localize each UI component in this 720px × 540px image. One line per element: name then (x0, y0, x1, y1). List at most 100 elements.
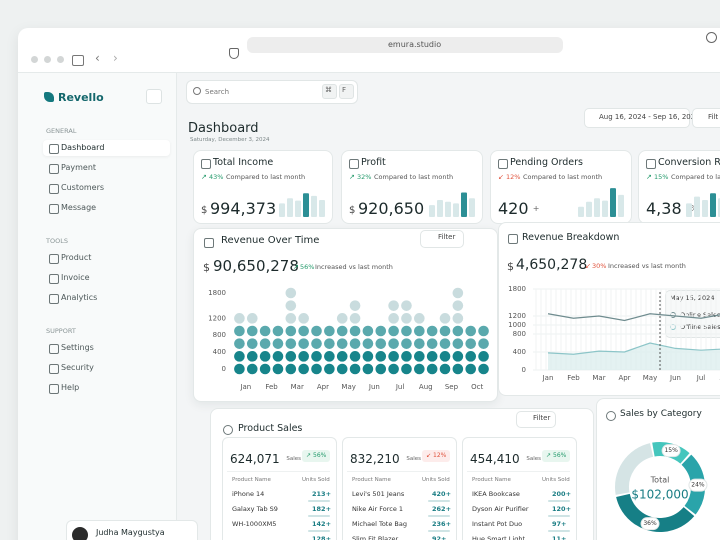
change-badge (542, 450, 570, 462)
tooltip-date: May 15, 2024 (670, 294, 715, 302)
nav-item[interactable]: Product (61, 253, 92, 262)
chart-change: 30% (592, 262, 607, 270)
nav-item[interactable]: Analytics (61, 293, 98, 302)
trend-arrow: ↗ (546, 452, 552, 459)
nav-item[interactable]: Customers (61, 183, 105, 192)
trend-arrow: ↙ (498, 173, 504, 181)
nav-item[interactable]: Settings (61, 343, 94, 352)
nav-item[interactable]: Dashboard (61, 143, 105, 152)
window-dot[interactable] (31, 56, 38, 63)
url-text: emura.studio (388, 40, 442, 49)
units-sold: 182+ (312, 505, 332, 513)
kpi-change: 43% (209, 173, 224, 181)
user-card[interactable] (66, 520, 198, 540)
card-icon (606, 411, 616, 421)
kpi-title: Pending Orders (510, 157, 583, 168)
kpi-title: Conversion Rat (658, 157, 720, 168)
trend-arrow: ↗ (349, 173, 355, 181)
filter-label: Filter (533, 414, 551, 422)
kpi-icon (349, 159, 359, 169)
search-icon (193, 87, 201, 95)
units-sold: 97+ (552, 520, 567, 528)
kpi-value: 920,650 (358, 199, 425, 218)
date-range-button[interactable] (584, 108, 690, 128)
back-icon: ‹ (95, 51, 100, 65)
product-total: 624,071 (230, 452, 280, 466)
product-total: 454,410 (470, 452, 520, 466)
units-sold: 142+ (312, 520, 332, 528)
chart-total: 4,650,278 (516, 257, 588, 273)
user-avatar (72, 527, 88, 540)
kpi-currency: $ (201, 205, 208, 216)
kpi-note: Compared to last month (374, 173, 454, 181)
page-date: Saturday, December 3, 2024 (190, 137, 270, 143)
units-sold: 236+ (432, 520, 452, 528)
total-currency: $ (507, 260, 514, 273)
kpi-note: Compared to last month (226, 173, 306, 181)
card-title: Revenue Over Time (221, 235, 320, 246)
product-name: iPhone 14 (232, 490, 265, 498)
nav-item[interactable]: Message (61, 203, 97, 212)
nav-item[interactable]: Payment (61, 163, 97, 172)
units-bar (308, 500, 330, 502)
nav-icon (49, 294, 59, 304)
product-name: Nike Air Force 1 (352, 505, 404, 513)
revenue-over-time-card (193, 228, 498, 402)
window-dot[interactable] (44, 56, 51, 63)
units-sold: 262+ (432, 505, 452, 513)
product-name: Galaxy Tab S9 (232, 505, 278, 513)
key-badge (322, 84, 337, 99)
nav-section-title: TOOLS (46, 237, 68, 245)
sidebar-toggle-icon[interactable] (72, 55, 84, 66)
window-dot[interactable] (57, 56, 64, 63)
product-change: 12% (433, 452, 447, 459)
card-title: Sales by Category (620, 409, 702, 419)
shortcut-key: F (342, 86, 347, 94)
column-header: Product Name (232, 477, 271, 483)
change-badge (302, 450, 330, 462)
chart-total: 90,650,278 (213, 257, 299, 275)
divider (227, 471, 330, 472)
trend-arrow: ↗ (646, 173, 652, 181)
card-icon (508, 234, 518, 244)
kpi-value: 420 (498, 199, 529, 218)
card-icon (223, 425, 233, 435)
column-header: Product Name (352, 477, 391, 483)
filter-button[interactable] (420, 230, 464, 248)
nav-section-title: GENERAL (46, 127, 77, 135)
legend-label: Online Sales (680, 311, 720, 319)
column-header: Units Sold (302, 477, 330, 483)
filter-button[interactable] (692, 108, 720, 128)
legend-label: Offline Sales (680, 323, 720, 331)
kpi-card (341, 150, 483, 224)
url-bar[interactable] (247, 37, 563, 53)
collapse-button[interactable] (146, 89, 162, 104)
download-icon[interactable] (706, 32, 717, 43)
nav-icon (49, 384, 59, 394)
nav-icon (49, 204, 59, 214)
units-bar (428, 530, 450, 532)
product-name: Instant Pot Duo (472, 520, 523, 528)
card-title: Revenue Breakdown (522, 232, 620, 243)
nav-item[interactable]: Help (61, 383, 80, 392)
brand-name: Revello (58, 91, 104, 104)
search-placeholder: Search (205, 88, 230, 96)
kpi-icon (498, 159, 508, 169)
chart-change: 56% (300, 263, 315, 271)
product-unit: Sales (526, 456, 542, 462)
product-unit: Sales (406, 456, 422, 462)
date-range: Aug 16, 2024 - Sep 16, 2024 (599, 113, 700, 121)
divider (347, 471, 450, 472)
nav-item[interactable]: Invoice (61, 273, 90, 282)
nav-item[interactable]: Security (61, 363, 94, 372)
kpi-suffix: + (532, 204, 540, 213)
units-sold: 11+ (552, 535, 567, 540)
kpi-card (193, 150, 333, 224)
trend-arrow: ↗ (306, 452, 312, 459)
filter-button[interactable] (516, 411, 556, 428)
nav-active-bg (43, 140, 170, 156)
nav-section-title: SUPPORT (46, 327, 76, 335)
units-bar (428, 515, 450, 517)
units-bar (308, 515, 330, 517)
